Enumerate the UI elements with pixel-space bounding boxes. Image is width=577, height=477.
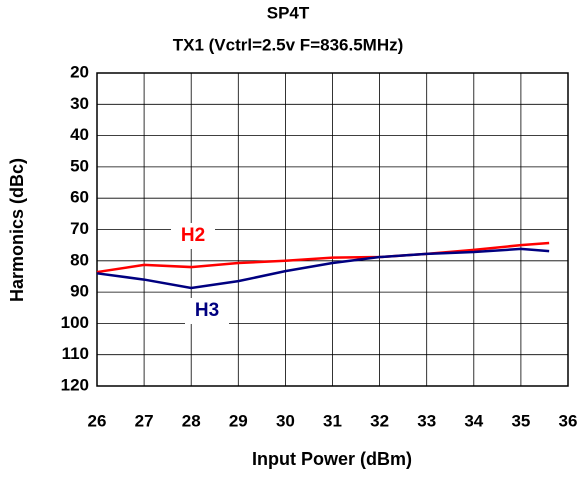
y-tick-label: 30	[70, 94, 89, 113]
legend-box	[185, 298, 229, 324]
x-axis-label: Input Power (dBm)	[252, 449, 412, 469]
x-tick-label: 31	[323, 411, 342, 430]
chart-title: SP4T	[267, 3, 310, 22]
legend-label: H2	[181, 225, 205, 246]
y-tick-label: 120	[61, 375, 89, 394]
y-tick-label: 80	[70, 250, 89, 269]
x-tick-label: 33	[417, 411, 436, 430]
x-tick-label: 36	[559, 411, 577, 430]
data-line	[96, 247, 550, 290]
x-tick-label: 30	[276, 411, 295, 430]
x-tick-label: 34	[464, 411, 483, 430]
y-tick-label: 110	[62, 344, 89, 363]
y-tick-label: 90	[70, 282, 89, 301]
y-tick-label: 40	[70, 125, 89, 144]
data-line	[96, 241, 550, 274]
y-tick-label: 100	[61, 313, 89, 332]
chart-subtitle: TX1 (Vctrl=2.5v F=836.5MHz)	[173, 35, 404, 54]
x-tick-label: 26	[88, 411, 107, 430]
plot-frame	[96, 72, 569, 387]
x-tick-label: 29	[229, 411, 248, 430]
y-tick-label: 50	[70, 156, 89, 175]
x-tick-label: 32	[370, 411, 389, 430]
x-tick-label: 27	[135, 411, 154, 430]
legend-box	[171, 223, 215, 249]
y-tick-label: 70	[70, 219, 89, 238]
y-tick-label: 20	[70, 62, 89, 81]
y-tick-label: 60	[70, 188, 89, 207]
x-tick-label: 28	[182, 411, 201, 430]
y-axis-label: Harmonics (dBc)	[7, 158, 27, 302]
x-tick-label: 35	[511, 411, 530, 430]
legend-label: H3	[195, 300, 219, 321]
